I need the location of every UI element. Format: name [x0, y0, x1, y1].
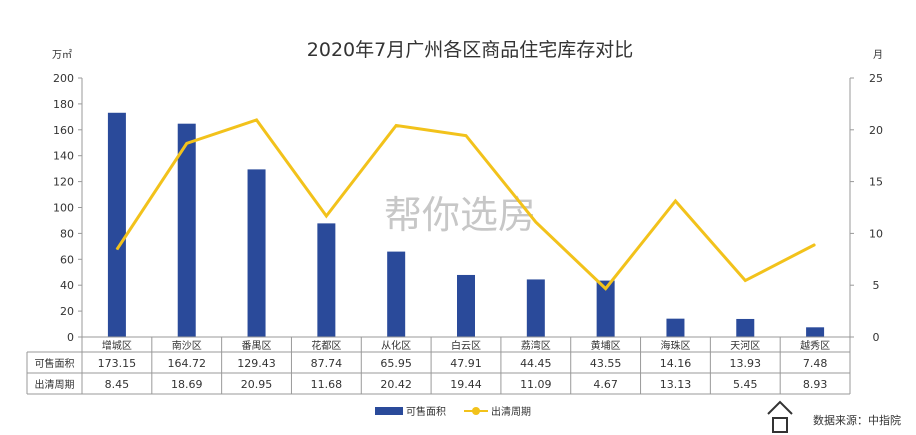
left-tick-label: 160 [53, 124, 74, 137]
line-point-花都区 [325, 215, 327, 217]
category-label: 天河区 [730, 340, 760, 352]
bar-越秀区 [806, 327, 825, 337]
category-label: 白云区 [451, 339, 481, 352]
bar-value-label: 164.72 [167, 357, 206, 370]
category-label: 荔湾区 [521, 339, 551, 352]
line-point-南沙区 [186, 142, 188, 144]
bar-天河区 [736, 318, 755, 337]
bar-value-label: 173.15 [98, 357, 137, 370]
bar-value-label: 65.95 [380, 357, 412, 370]
left-tick-label: 60 [60, 253, 74, 266]
line-value-label: 11.68 [311, 378, 343, 391]
line-point-越秀区 [814, 243, 816, 245]
bar-value-label: 87.74 [311, 357, 343, 370]
bar-黄埔区 [596, 280, 615, 337]
left-tick-label: 200 [53, 72, 74, 85]
bar-value-label: 129.43 [237, 357, 276, 370]
chart-title: 2020年7月广州各区商品住宅库存对比 [307, 39, 633, 61]
line-point-海珠区 [674, 200, 676, 202]
category-label: 增城区 [102, 339, 132, 352]
left-tick-label: 100 [53, 202, 74, 215]
source-logo [767, 400, 793, 433]
right-tick-label: 25 [869, 72, 883, 85]
house-body-icon [772, 417, 788, 433]
line-point-增城区 [116, 248, 118, 250]
bar-荔湾区 [526, 279, 545, 337]
line-value-label: 20.42 [380, 378, 412, 391]
bar-增城区 [107, 112, 126, 337]
category-label: 海珠区 [660, 339, 690, 352]
bar-番禺区 [247, 169, 266, 337]
bar-value-label: 44.45 [520, 357, 552, 370]
line-point-荔湾区 [535, 221, 537, 223]
watermark: 帮你选房 [384, 193, 536, 237]
right-tick-label: 15 [869, 176, 883, 189]
category-label: 越秀区 [800, 339, 830, 352]
row-header-出清周期: 出清周期 [35, 378, 75, 391]
legend-swatch-marker [472, 407, 480, 415]
line-point-天河区 [744, 280, 746, 282]
row-header-可售面积: 可售面积 [35, 357, 75, 370]
bar-海珠区 [666, 318, 685, 337]
right-tick-label: 20 [869, 124, 883, 137]
bar-花都区 [317, 223, 336, 337]
right-tick-label: 0 [873, 331, 880, 344]
category-label: 黄埔区 [591, 339, 621, 352]
house-icon [767, 400, 793, 415]
left-axis-unit: 万㎡ [52, 49, 72, 61]
bar-从化区 [387, 251, 406, 337]
line-value-label: 13.13 [660, 378, 692, 391]
category-label: 南沙区 [172, 339, 202, 352]
category-label: 从化区 [381, 339, 411, 352]
bar-南沙区 [177, 123, 196, 338]
left-tick-label: 120 [53, 176, 74, 189]
category-label: 番禺区 [242, 340, 272, 352]
legend-swatch-bar [375, 407, 403, 415]
line-point-从化区 [395, 124, 397, 126]
line-value-label: 4.67 [593, 378, 618, 391]
line-value-label: 20.95 [241, 378, 273, 391]
line-point-黄埔区 [605, 288, 607, 290]
line-value-label: 18.69 [171, 378, 203, 391]
line-value-label: 8.45 [105, 378, 130, 391]
legend-label-可售面积: 可售面积 [406, 405, 446, 418]
line-value-label: 5.45 [733, 378, 758, 391]
bar-白云区 [457, 274, 475, 337]
legend-label-出清周期: 出清周期 [491, 405, 531, 418]
line-point-番禺区 [256, 119, 258, 121]
data-source: 数据来源：中指院 [813, 413, 901, 427]
bar-value-label: 43.55 [590, 357, 622, 370]
line-value-label: 11.09 [520, 378, 552, 391]
left-tick-label: 0 [67, 331, 74, 344]
line-point-白云区 [465, 135, 467, 137]
line-value-label: 19.44 [450, 378, 482, 391]
line-value-label: 8.93 [803, 378, 828, 391]
left-tick-label: 80 [60, 227, 74, 240]
right-tick-label: 10 [869, 227, 883, 240]
left-tick-label: 140 [53, 150, 74, 163]
right-axis-unit: 月 [873, 49, 883, 61]
bar-value-label: 47.91 [450, 357, 482, 370]
left-tick-label: 20 [60, 305, 74, 318]
right-tick-label: 5 [873, 279, 880, 292]
left-tick-label: 40 [60, 279, 74, 292]
bar-value-label: 7.48 [803, 357, 828, 370]
category-label: 花都区 [311, 339, 341, 352]
left-tick-label: 180 [53, 98, 74, 111]
bar-value-label: 14.16 [660, 357, 692, 370]
bar-value-label: 13.93 [730, 357, 762, 370]
